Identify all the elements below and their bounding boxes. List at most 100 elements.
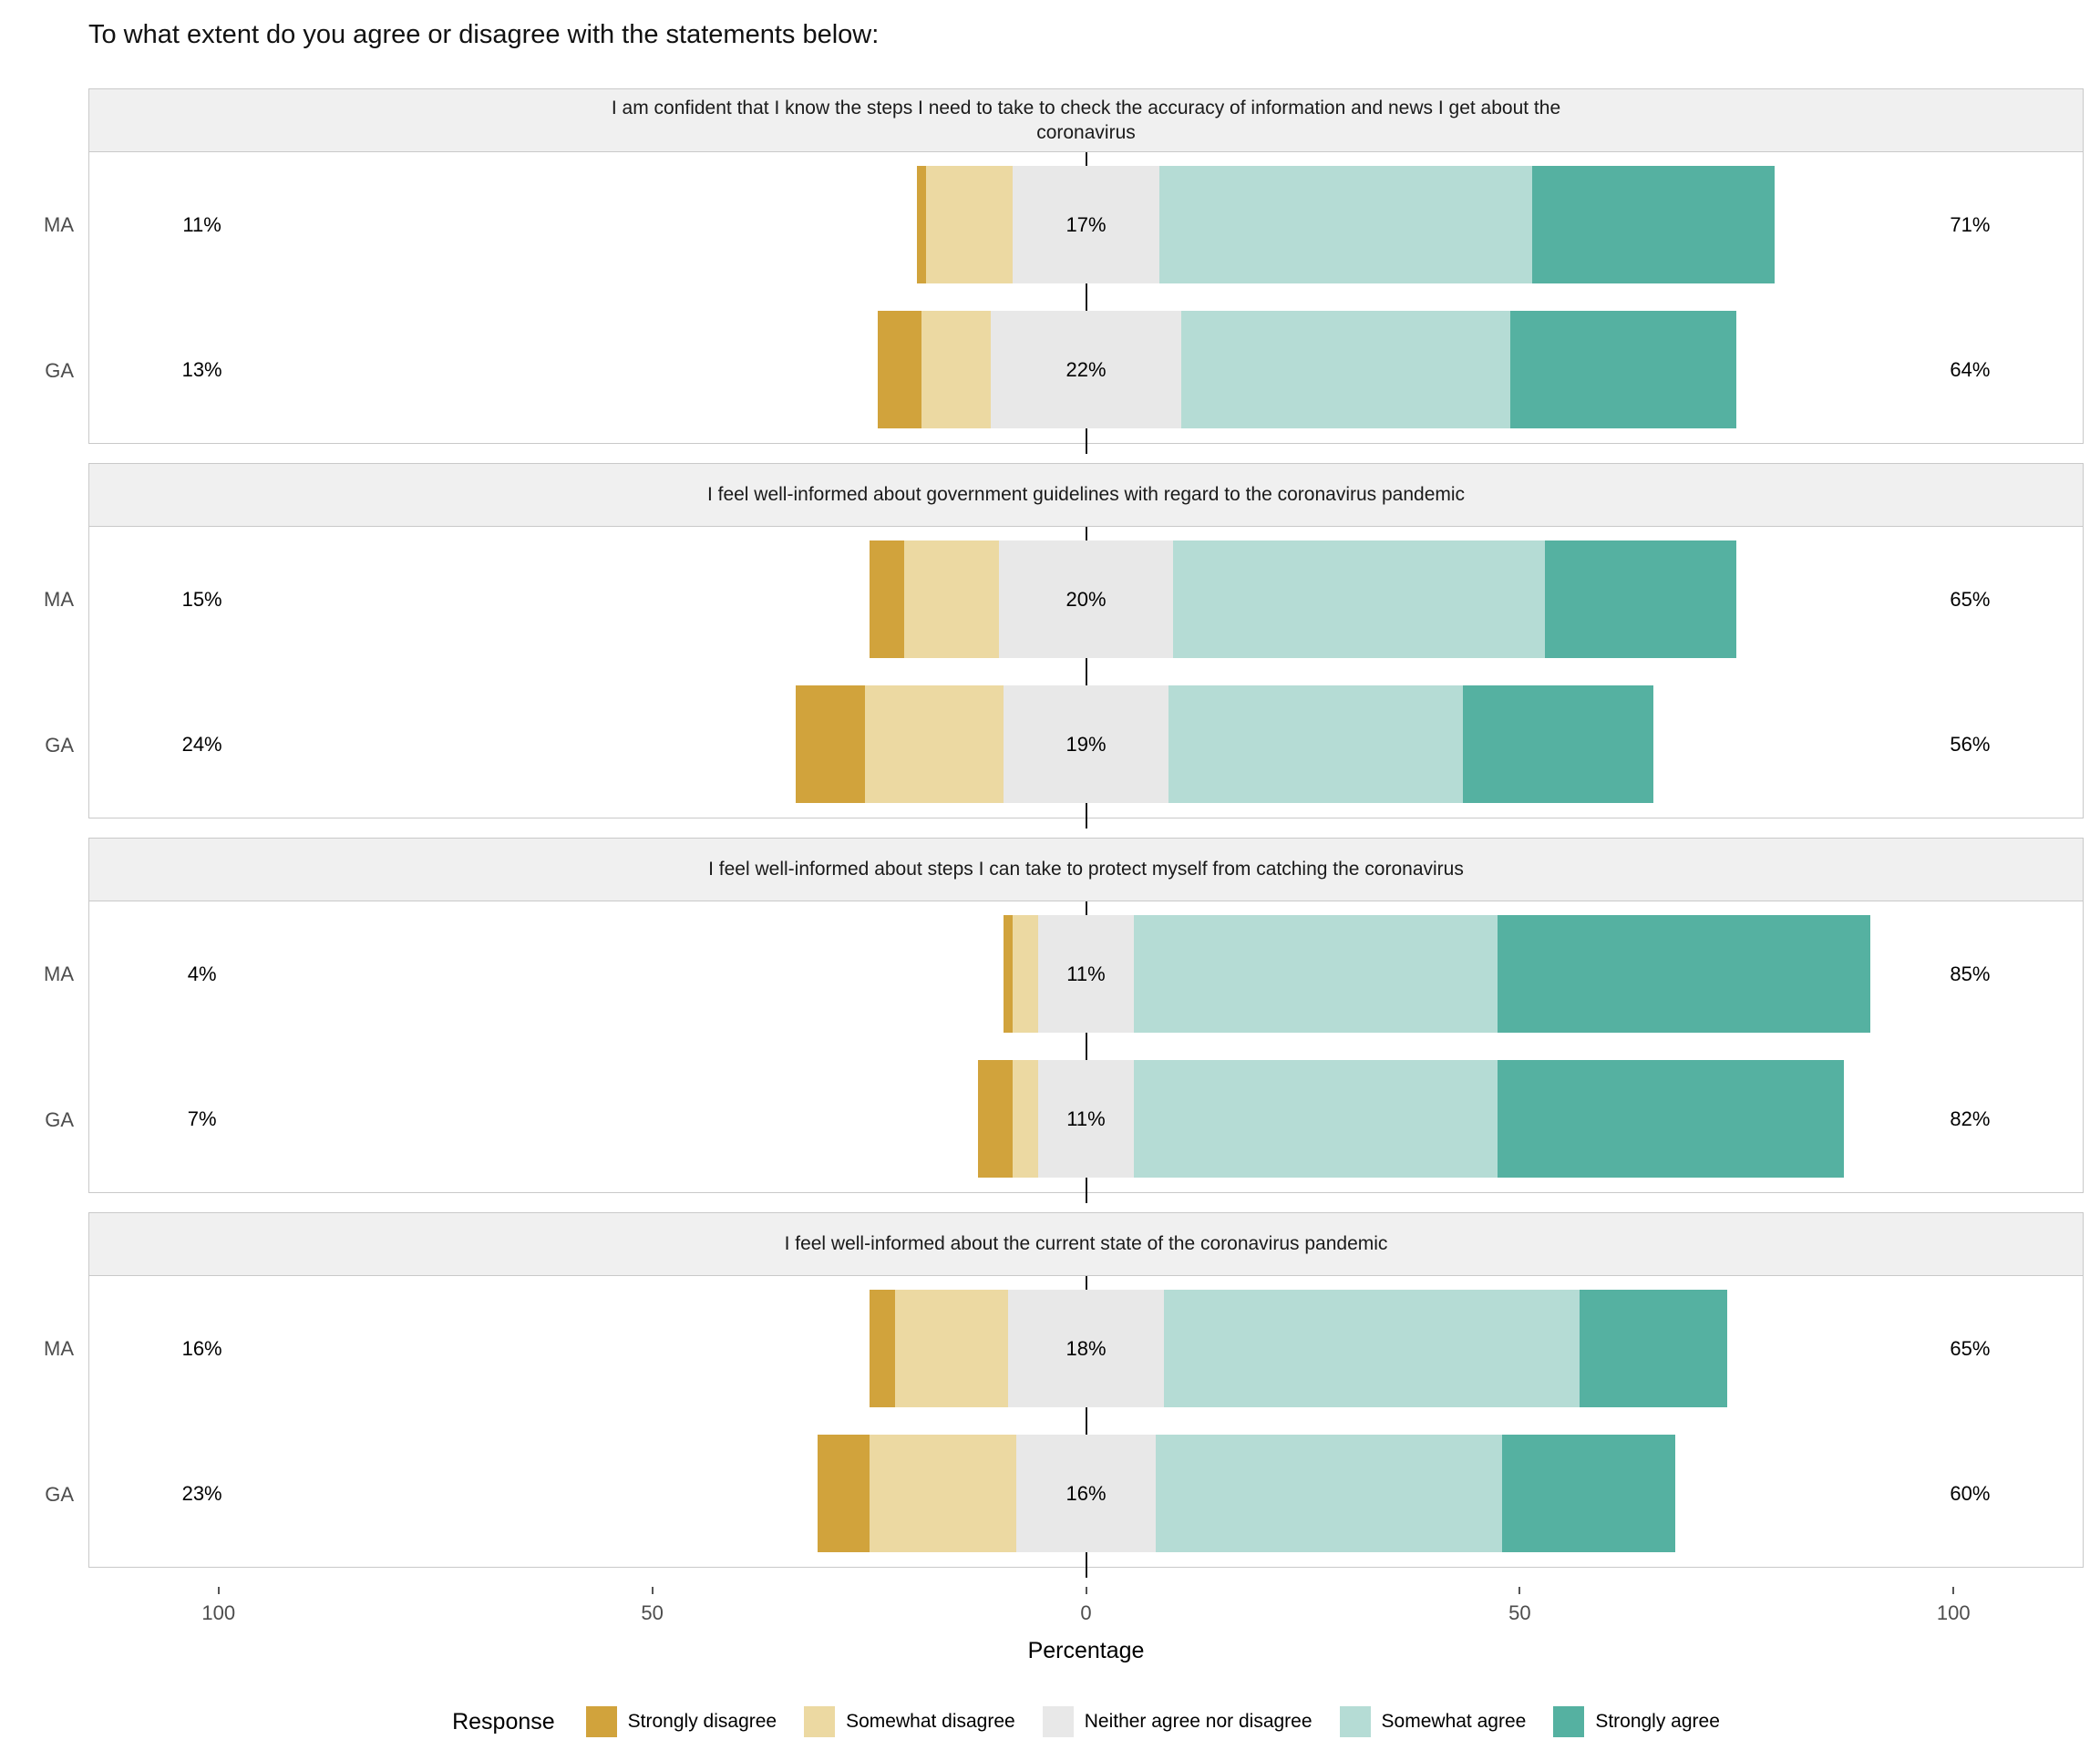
bar-segment-neither bbox=[1007, 1290, 1165, 1407]
likert-bar bbox=[817, 1435, 1676, 1552]
facet-panel: I feel well-informed about government gu… bbox=[0, 463, 2084, 829]
neutral-percent-label: 22% bbox=[1065, 357, 1107, 381]
panel-plot: 15% 20% 65% 24% 19% 56% bbox=[88, 527, 2084, 829]
bar-segment-somewhat-disagree bbox=[1012, 915, 1039, 1033]
x-tick-mark bbox=[1952, 1587, 1955, 1594]
legend-item-somewhat-agree: Somewhat agree bbox=[1339, 1706, 1526, 1737]
x-tick-label: 100 bbox=[1936, 1601, 1971, 1624]
bar-segment-strongly-agree bbox=[1532, 166, 1776, 283]
bar-segment-somewhat-agree bbox=[1155, 1435, 1502, 1552]
zero-reference-line bbox=[1085, 527, 1087, 829]
bar-segment-somewhat-disagree bbox=[895, 1290, 1008, 1407]
legend: Response Strongly disagree Somewhat disag… bbox=[88, 1706, 2084, 1737]
likert-row-ga: 13% 22% 64% bbox=[89, 297, 2083, 442]
legend-swatch-somewhat-agree bbox=[1339, 1706, 1371, 1737]
facet-corner bbox=[0, 838, 88, 901]
bar-segment-neither bbox=[1016, 1435, 1156, 1552]
agree-total-label: 60% bbox=[1950, 1481, 1991, 1505]
neutral-percent-label: 20% bbox=[1065, 587, 1107, 611]
likert-row-ma: 15% 20% 65% bbox=[89, 527, 2083, 672]
legend-item-neither: Neither agree nor disagree bbox=[1042, 1706, 1312, 1737]
bar-segment-strongly-disagree bbox=[977, 1060, 1013, 1178]
facet-corner bbox=[0, 1212, 88, 1276]
disagree-total-label: 23% bbox=[181, 1481, 222, 1505]
neutral-percent-label: 19% bbox=[1065, 732, 1107, 756]
zero-reference-line bbox=[1085, 901, 1087, 1203]
bar-segment-somewhat-disagree bbox=[869, 1435, 1017, 1552]
bar-segment-strongly-agree bbox=[1580, 1290, 1728, 1407]
x-tick-label: 50 bbox=[1508, 1601, 1531, 1624]
disagree-total-label: 24% bbox=[181, 732, 222, 756]
likert-row-ga: 24% 19% 56% bbox=[89, 672, 2083, 817]
bar-segment-strongly-agree bbox=[1545, 540, 1736, 658]
x-tick-mark bbox=[1518, 1587, 1521, 1594]
bar-segment-somewhat-disagree bbox=[865, 685, 1004, 803]
bar-segment-neither bbox=[1004, 685, 1168, 803]
likert-bar bbox=[1004, 915, 1870, 1033]
bar-segment-strongly-disagree bbox=[1004, 915, 1013, 1033]
legend-swatch-neither bbox=[1042, 1706, 1074, 1737]
facet-panels-container: I am confident that I know the steps I n… bbox=[0, 88, 2084, 1578]
x-axis-title: Percentage bbox=[1027, 1638, 1145, 1663]
x-tick-label: 100 bbox=[201, 1601, 236, 1624]
disagree-total-label: 13% bbox=[181, 357, 222, 381]
group-label-ma: MA bbox=[44, 1337, 74, 1360]
y-axis-labels: MA GA bbox=[0, 1276, 88, 1568]
likert-row-ma: 16% 18% 65% bbox=[89, 1276, 2083, 1421]
legend-item-label: Strongly disagree bbox=[627, 1711, 777, 1732]
bar-segment-strongly-disagree bbox=[878, 311, 921, 428]
facet-panel: I feel well-informed about steps I can t… bbox=[0, 838, 2084, 1203]
neutral-percent-label: 18% bbox=[1065, 1336, 1107, 1360]
bar-segment-somewhat-disagree bbox=[921, 311, 991, 428]
agree-total-label: 56% bbox=[1950, 732, 1991, 756]
bar-segment-neither bbox=[999, 540, 1173, 658]
x-axis: 100 50 0 50 100 bbox=[88, 1587, 2084, 1636]
bar-segment-strongly-disagree bbox=[817, 1435, 870, 1552]
bar-segment-somewhat-disagree bbox=[903, 540, 1000, 658]
disagree-total-label: 7% bbox=[187, 1107, 217, 1130]
bar-segment-neither bbox=[1012, 166, 1160, 283]
likert-row-ma: 4% 11% 85% bbox=[89, 901, 2083, 1046]
zero-reference-line bbox=[1085, 152, 1087, 454]
legend-swatch-somewhat-disagree bbox=[804, 1706, 836, 1737]
likert-row-ma: 11% 17% 71% bbox=[89, 152, 2083, 297]
group-label-ga: GA bbox=[45, 734, 74, 757]
panel-plot: 4% 11% 85% 7% 11% 82% bbox=[88, 901, 2084, 1203]
facet-panel: I feel well-informed about the current s… bbox=[0, 1212, 2084, 1578]
bar-segment-neither bbox=[990, 311, 1182, 428]
legend-item-label: Somewhat disagree bbox=[846, 1711, 1015, 1732]
panel-plot: 16% 18% 65% 23% 16% 60% bbox=[88, 1276, 2084, 1578]
x-tick-label: 0 bbox=[1080, 1601, 1092, 1624]
panel-plot: 11% 17% 71% 13% 22% 64% bbox=[88, 152, 2084, 454]
x-tick-label: 50 bbox=[641, 1601, 664, 1624]
disagree-total-label: 11% bbox=[182, 212, 221, 236]
disagree-total-label: 15% bbox=[181, 587, 222, 611]
bar-segment-strongly-disagree bbox=[917, 166, 926, 283]
bar-segment-strongly-disagree bbox=[869, 540, 904, 658]
facet-panel: I am confident that I know the steps I n… bbox=[0, 88, 2084, 454]
x-tick-mark bbox=[217, 1587, 220, 1594]
bar-segment-somewhat-agree bbox=[1172, 540, 1546, 658]
agree-total-label: 82% bbox=[1950, 1107, 1991, 1130]
bar-segment-somewhat-disagree bbox=[925, 166, 1013, 283]
legend-item-strongly-agree: Strongly agree bbox=[1553, 1706, 1720, 1737]
neutral-percent-label: 17% bbox=[1065, 212, 1107, 236]
facet-strip: I am confident that I know the steps I n… bbox=[88, 88, 2084, 152]
x-tick-mark bbox=[1085, 1587, 1087, 1594]
likert-bar bbox=[917, 166, 1776, 283]
y-axis-labels: MA GA bbox=[0, 152, 88, 444]
neutral-percent-label: 11% bbox=[1066, 1107, 1106, 1130]
agree-total-label: 85% bbox=[1950, 962, 1991, 985]
agree-total-label: 65% bbox=[1950, 587, 1991, 611]
bar-segment-neither bbox=[1038, 1060, 1134, 1178]
legend-swatch-strongly-agree bbox=[1553, 1706, 1585, 1737]
bar-segment-somewhat-agree bbox=[1159, 166, 1533, 283]
y-axis-labels: MA GA bbox=[0, 901, 88, 1193]
likert-bar bbox=[869, 540, 1736, 658]
bar-segment-somewhat-agree bbox=[1168, 685, 1464, 803]
bar-segment-somewhat-agree bbox=[1133, 1060, 1498, 1178]
agree-total-label: 71% bbox=[1950, 212, 1991, 236]
facet-strip: I feel well-informed about the current s… bbox=[88, 1212, 2084, 1276]
bar-segment-strongly-agree bbox=[1510, 311, 1736, 428]
